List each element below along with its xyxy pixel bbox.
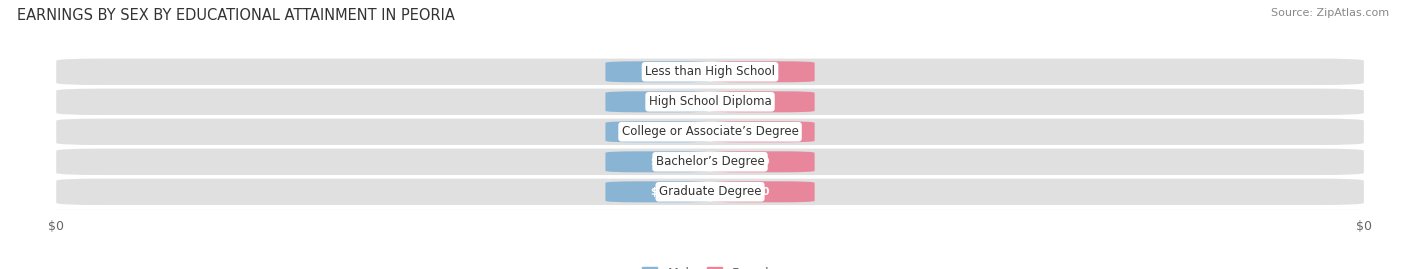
Text: $0: $0	[651, 97, 665, 107]
Text: $0: $0	[651, 157, 665, 167]
Text: $0: $0	[651, 187, 665, 197]
Text: High School Diploma: High School Diploma	[648, 95, 772, 108]
Text: $0: $0	[651, 67, 665, 77]
FancyBboxPatch shape	[56, 59, 1364, 85]
Text: $0: $0	[755, 97, 769, 107]
FancyBboxPatch shape	[606, 61, 710, 82]
FancyBboxPatch shape	[710, 61, 814, 82]
Text: $0: $0	[651, 127, 665, 137]
Text: Bachelor’s Degree: Bachelor’s Degree	[655, 155, 765, 168]
FancyBboxPatch shape	[606, 151, 710, 172]
FancyBboxPatch shape	[56, 119, 1364, 145]
FancyBboxPatch shape	[710, 181, 814, 202]
Text: $0: $0	[755, 127, 769, 137]
Text: Source: ZipAtlas.com: Source: ZipAtlas.com	[1271, 8, 1389, 18]
FancyBboxPatch shape	[710, 151, 814, 172]
FancyBboxPatch shape	[606, 121, 710, 142]
Text: $0: $0	[755, 67, 769, 77]
Text: $0: $0	[755, 187, 769, 197]
Legend: Male, Female: Male, Female	[637, 262, 783, 269]
FancyBboxPatch shape	[710, 121, 814, 142]
FancyBboxPatch shape	[606, 181, 710, 202]
Text: College or Associate’s Degree: College or Associate’s Degree	[621, 125, 799, 138]
FancyBboxPatch shape	[606, 91, 710, 112]
FancyBboxPatch shape	[56, 179, 1364, 205]
FancyBboxPatch shape	[56, 148, 1364, 175]
Text: EARNINGS BY SEX BY EDUCATIONAL ATTAINMENT IN PEORIA: EARNINGS BY SEX BY EDUCATIONAL ATTAINMEN…	[17, 8, 454, 23]
Text: $0: $0	[755, 157, 769, 167]
Text: Less than High School: Less than High School	[645, 65, 775, 78]
FancyBboxPatch shape	[710, 91, 814, 112]
FancyBboxPatch shape	[56, 89, 1364, 115]
Text: Graduate Degree: Graduate Degree	[659, 185, 761, 198]
